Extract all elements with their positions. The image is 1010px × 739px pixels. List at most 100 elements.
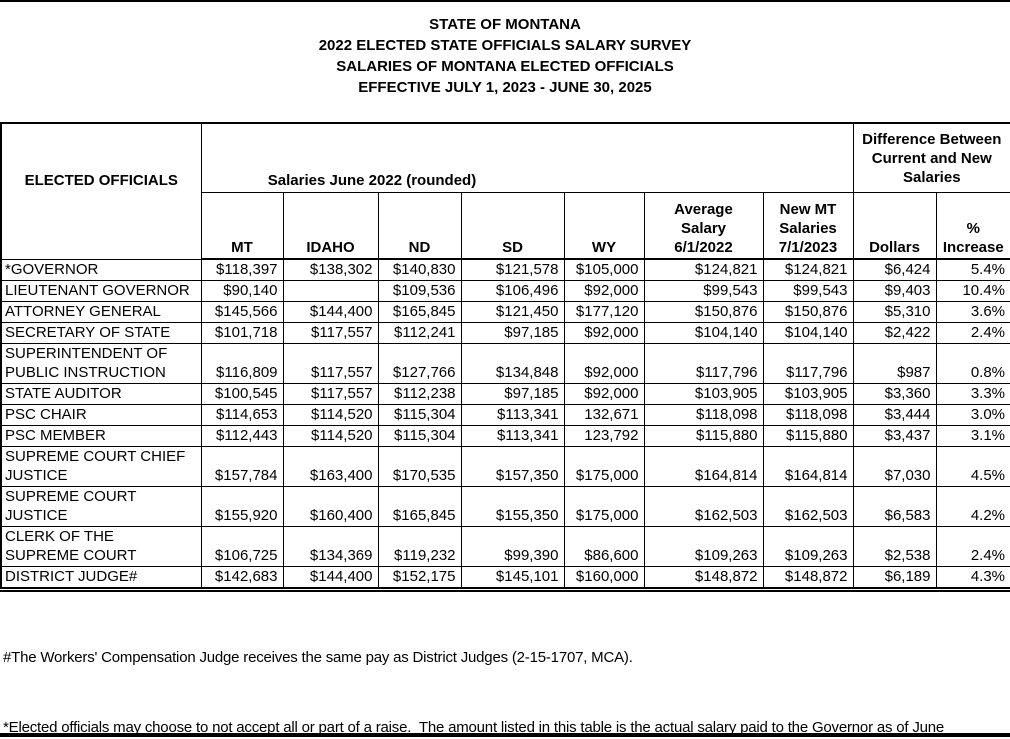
cell-dollars: $7,030 [852,446,937,487]
cell-new-mt-salary: $109,263 [762,526,854,567]
cell-sd: $134,848 [460,343,565,384]
cell-new-mt-salary: $124,821 [762,258,854,281]
cell-dollars: $6,189 [852,566,937,590]
table-row: PSC CHAIR $114,653 $114,520 $115,304 $11… [0,404,1010,426]
cell-mt: $114,653 [200,404,284,426]
cell-wy: 132,671 [563,404,645,426]
cell-wy: $86,600 [563,526,645,567]
cell-average-salary: $164,814 [643,446,764,487]
cell-nd: $140,830 [377,258,462,281]
cell-new-mt-salary: $162,503 [762,486,854,527]
cell-average-salary: $104,140 [643,322,764,344]
cell-dollars: $3,437 [852,425,937,447]
cell-new-mt-salary: $104,140 [762,322,854,344]
cell-average-salary: $99,543 [643,280,764,302]
table-row: SECRETARY OF STATE $101,718 $117,557 $11… [0,322,1010,344]
column-header-new-mt-salaries: New MT Salaries 7/1/2023 [762,192,854,260]
cell-nd: $165,845 [377,486,462,527]
cell-mt: $157,784 [200,446,284,487]
cell-idaho: $117,557 [282,383,379,405]
table-row: LIEUTENANT GOVERNOR $90,140 $109,536 $10… [0,280,1010,302]
column-header-dollars: Dollars [852,192,937,260]
cell-new-mt-salary: $103,905 [762,383,854,405]
cell-idaho: $117,557 [282,343,379,384]
column-header-pct-increase: % Increase [935,192,1010,260]
cell-dollars: $9,403 [852,280,937,302]
cell-pct-increase: 4.5% [935,446,1010,487]
table-row: SUPERINTENDENT OF PUBLIC INSTRUCTION $11… [0,343,1010,384]
cell-official: CLERK OF THE SUPREME COURT [0,526,202,567]
cell-pct-increase: 4.3% [935,566,1010,590]
cell-sd: $97,185 [460,322,565,344]
header-columns-row: MT IDAHO ND SD WY Average Salary 6/1/202… [1,192,1010,260]
cell-nd: $112,238 [377,383,462,405]
cell-pct-increase: 10.4% [935,280,1010,302]
cell-wy: $160,000 [563,566,645,590]
page-title-line-3: SALARIES OF MONTANA ELECTED OFFICIALS [336,58,674,75]
cell-nd: $119,232 [377,526,462,567]
column-header-mt: MT [200,192,284,260]
column-header-sd: SD [460,192,565,260]
table-body: *GOVERNOR $118,397 $138,302 $140,830 $12… [0,258,1010,590]
cell-mt: $90,140 [200,280,284,302]
cell-sd: $145,101 [460,566,565,590]
cell-sd: $106,496 [460,280,565,302]
footnote-district-judge: #The Workers' Compensation Judge receive… [3,649,633,666]
cell-mt: $118,397 [200,258,284,281]
cell-pct-increase: 3.1% [935,425,1010,447]
page-title-line-1: STATE OF MONTANA [429,16,581,33]
cell-idaho: $163,400 [282,446,379,487]
cell-dollars: $6,583 [852,486,937,527]
cell-new-mt-salary: $99,543 [762,280,854,302]
cell-pct-increase: 3.0% [935,404,1010,426]
cell-wy: $177,120 [563,301,645,323]
cell-sd: $155,350 [460,486,565,527]
cell-average-salary: $117,796 [643,343,764,384]
cell-official: SUPREME COURT JUSTICE [0,486,202,527]
cell-wy: $175,000 [563,486,645,527]
cell-dollars: $987 [852,343,937,384]
cell-mt: $116,809 [200,343,284,384]
cell-mt: $101,718 [200,322,284,344]
table-row: STATE AUDITOR $100,545 $117,557 $112,238… [0,383,1010,405]
cell-nd: $170,535 [377,446,462,487]
cell-average-salary: $109,263 [643,526,764,567]
cell-new-mt-salary: $164,814 [762,446,854,487]
cell-average-salary: $103,905 [643,383,764,405]
footnote-governor: *Elected officials may choose to not acc… [3,719,945,736]
cell-nd: $165,845 [377,301,462,323]
header-difference-group: Difference Between Current and New Salar… [852,122,1010,193]
cell-idaho: $117,557 [282,322,379,344]
cell-official: SECRETARY OF STATE [0,322,202,344]
cell-pct-increase: 2.4% [935,322,1010,344]
cell-pct-increase: 0.8% [935,343,1010,384]
cell-sd: $113,341 [460,404,565,426]
cell-new-mt-salary: $117,796 [762,343,854,384]
column-header-wy: WY [563,192,645,260]
cell-pct-increase: 3.6% [935,301,1010,323]
page-title: STATE OF MONTANA 2022 ELECTED STATE OFFI… [0,0,1010,98]
table-row: CLERK OF THE SUPREME COURT $106,725 $134… [0,526,1010,567]
cell-idaho: $138,302 [282,258,379,281]
cell-nd: $127,766 [377,343,462,384]
cell-dollars: $2,538 [852,526,937,567]
cell-average-salary: $118,098 [643,404,764,426]
cell-idaho: $134,369 [282,526,379,567]
cell-official: ATTORNEY GENERAL [0,301,202,323]
cell-nd: $115,304 [377,425,462,447]
cell-average-salary: $150,876 [643,301,764,323]
cell-new-mt-salary: $148,872 [762,566,854,590]
cell-idaho: $114,520 [282,425,379,447]
cell-sd: $113,341 [460,425,565,447]
cell-idaho: $144,400 [282,301,379,323]
cell-sd: $157,350 [460,446,565,487]
cell-pct-increase: 3.3% [935,383,1010,405]
header-group-row: ELECTED OFFICIALS Salaries June 2022 (ro… [0,122,1010,260]
cell-nd: $109,536 [377,280,462,302]
cell-new-mt-salary: $115,880 [762,425,854,447]
cell-official: PSC CHAIR [0,404,202,426]
cell-mt: $100,545 [200,383,284,405]
cell-new-mt-salary: $118,098 [762,404,854,426]
cell-mt: $142,683 [200,566,284,590]
